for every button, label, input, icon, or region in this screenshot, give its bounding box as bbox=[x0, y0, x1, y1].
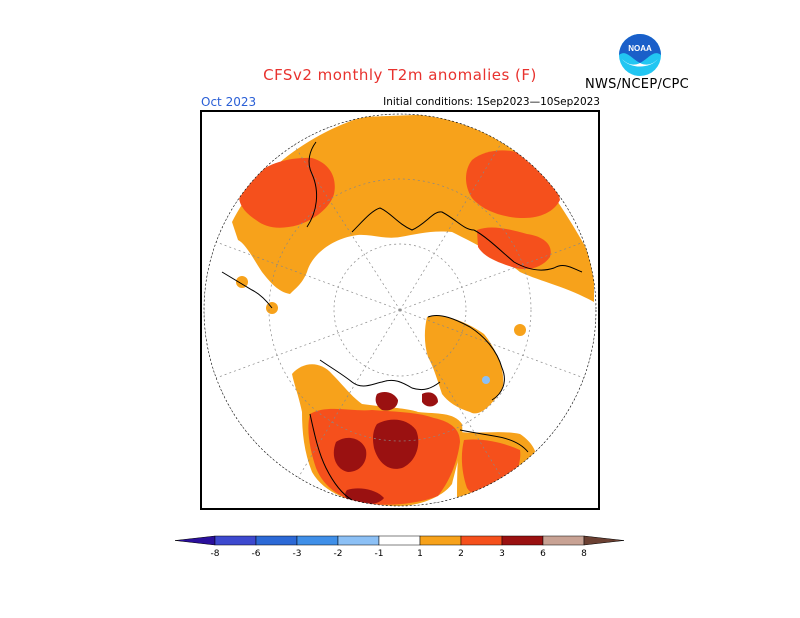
legend-bin bbox=[542, 535, 585, 546]
legend-tick-label: -1 bbox=[375, 549, 384, 559]
legend-tick-label: 8 bbox=[581, 549, 587, 559]
anomaly-minus1-regions bbox=[482, 376, 490, 384]
map-title: CFSv2 monthly T2m anomalies (F) bbox=[263, 66, 537, 84]
legend-tick-label: 6 bbox=[540, 549, 546, 559]
noaa-logo-icon: NOAA bbox=[619, 34, 661, 76]
agency-label: NWS/NCEP/CPC bbox=[585, 77, 690, 92]
forecast-month: Oct 2023 bbox=[201, 95, 257, 109]
legend-bin bbox=[255, 535, 298, 546]
map-frame bbox=[200, 110, 600, 510]
anomaly-plus2-regions bbox=[238, 150, 560, 505]
legend-bin bbox=[460, 535, 503, 546]
legend-bin bbox=[501, 535, 544, 546]
legend-tick-label: 1 bbox=[417, 549, 423, 559]
legend-bin-arrow-high bbox=[583, 535, 625, 546]
legend-tick-label: -3 bbox=[293, 549, 302, 559]
legend-bin bbox=[378, 535, 421, 546]
legend-tick-label: -8 bbox=[211, 549, 220, 559]
legend-bin bbox=[214, 535, 257, 546]
color-legend: -8 -6 -3 -2 -1 1 2 3 6 8 bbox=[174, 535, 625, 559]
legend-bin-arrow-low bbox=[174, 535, 216, 546]
polar-map bbox=[203, 113, 597, 507]
legend-tick-label: -6 bbox=[252, 549, 261, 559]
anomaly-plus3-regions bbox=[333, 392, 438, 505]
legend-tick-label: 3 bbox=[499, 549, 505, 559]
legend-tick-label: 2 bbox=[458, 549, 464, 559]
legend-bin bbox=[296, 535, 339, 546]
legend-tick-label: -2 bbox=[334, 549, 343, 559]
noaa-logo-text: NOAA bbox=[628, 44, 652, 53]
legend-bin bbox=[419, 535, 462, 546]
legend-bin bbox=[337, 535, 380, 546]
coastlines bbox=[221, 141, 583, 501]
initial-conditions: Initial conditions: 1Sep2023—10Sep2023 bbox=[383, 96, 600, 108]
